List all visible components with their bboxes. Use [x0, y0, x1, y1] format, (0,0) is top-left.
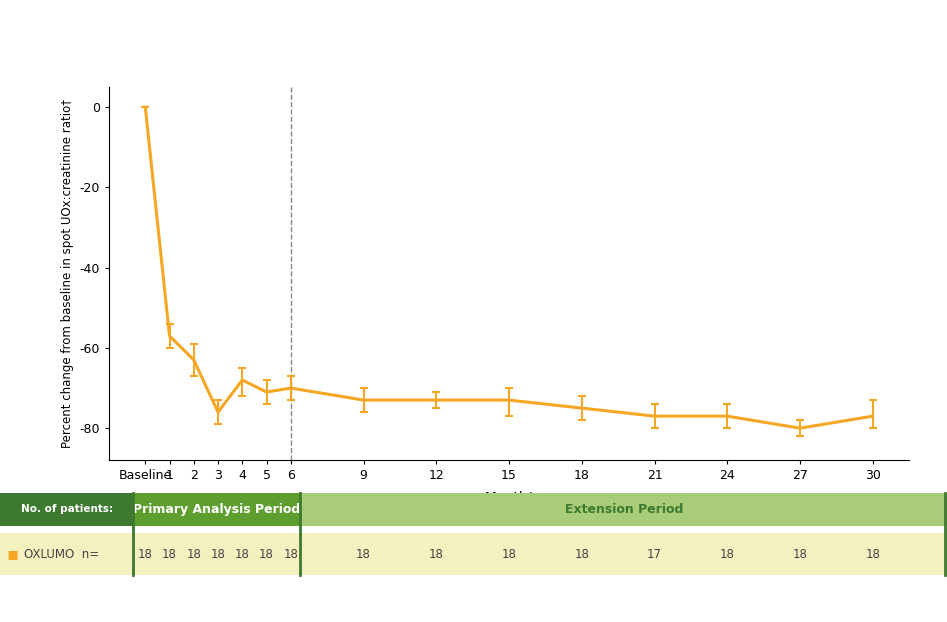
Text: 18: 18	[720, 548, 735, 560]
Text: 18: 18	[866, 548, 880, 560]
Text: 18: 18	[162, 548, 177, 560]
Text: 18: 18	[283, 548, 298, 560]
Text: 17: 17	[647, 548, 662, 560]
Y-axis label: Percent change from baseline in spot UOx:creatinine ratio†: Percent change from baseline in spot UOx…	[61, 99, 74, 448]
Text: 18: 18	[259, 548, 274, 560]
X-axis label: Month‡: Month‡	[484, 491, 534, 504]
Text: 18: 18	[429, 548, 444, 560]
Text: 18: 18	[187, 548, 201, 560]
Text: 18: 18	[138, 548, 152, 560]
Text: Primary Analysis Period: Primary Analysis Period	[134, 503, 300, 516]
Text: 18: 18	[356, 548, 371, 560]
Text: ▪: ▪	[7, 545, 18, 563]
Text: 18: 18	[793, 548, 808, 560]
Text: 18: 18	[574, 548, 589, 560]
Text: 18: 18	[235, 548, 250, 560]
Text: Extension Period: Extension Period	[564, 503, 683, 516]
Text: 18: 18	[210, 548, 225, 560]
Text: 18: 18	[502, 548, 516, 560]
Text: OXLUMO  n=: OXLUMO n=	[24, 548, 98, 560]
Text: No. of patients:: No. of patients:	[21, 504, 113, 514]
